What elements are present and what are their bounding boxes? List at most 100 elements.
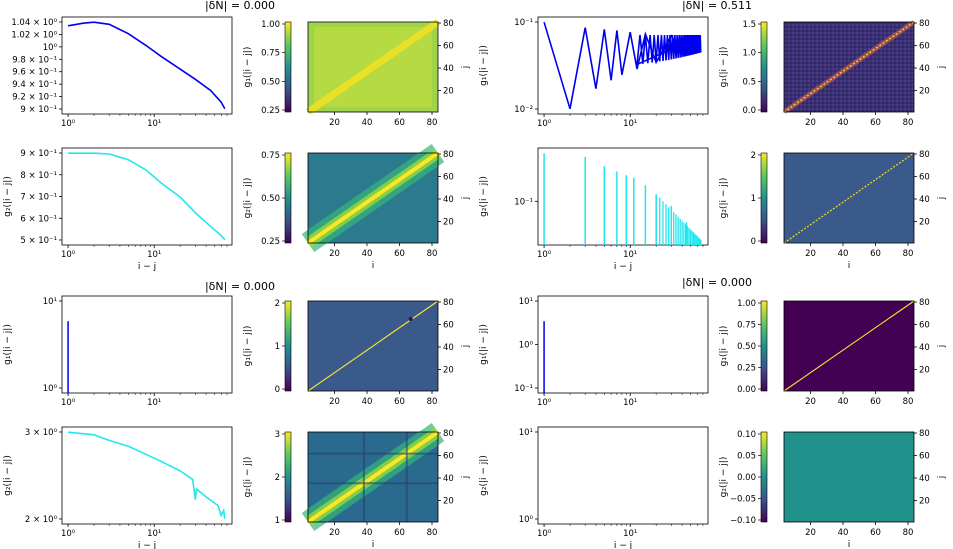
colorbar-label: g₂(|i − j|) — [243, 178, 253, 219]
heatmap-panel-1-0: 1.5 1.0 0.5 0.0 g₁(|i − j|) 20 40 60 80 80 60 40 20 j — [719, 19, 947, 128]
heatmap-diagonal — [783, 152, 915, 244]
y-tick-label: 8 × 10⁻¹ — [20, 171, 57, 181]
y-tick-label: 80 — [443, 429, 454, 439]
y-tick-label: 60 — [919, 452, 930, 462]
y-tick-label: 9.8 × 10⁻¹ — [12, 55, 57, 65]
x-axis-label: i — [848, 261, 851, 271]
x-tick-label: 20 — [805, 528, 816, 538]
x-tick-label: 80 — [427, 249, 438, 259]
y-axis-label: g₂(|i − j|) — [3, 455, 13, 496]
x-tick-label: 40 — [362, 397, 373, 407]
y-tick-label: 3 × 10⁰ — [25, 428, 58, 438]
y-tick-label: 40 — [919, 64, 930, 74]
x-tick-label: 40 — [838, 118, 849, 128]
line-panel-3-1: 10⁰ 10¹ 10¹ 10⁰ g₂(|i − j|) i − j — [479, 426, 709, 549]
heatmap-frame — [783, 431, 915, 523]
heatmap-frame — [783, 152, 915, 244]
y-tick-label: 60 — [443, 452, 454, 462]
colorbar-tick-label: 0.75 — [261, 151, 280, 161]
y-tick-label: 10⁻¹ — [514, 197, 533, 207]
colorbar-label: g₂(|i − j|) — [719, 178, 729, 219]
plot-frame — [61, 16, 233, 115]
x-tick-label: 40 — [362, 118, 373, 128]
colorbar-tick-label: 0.25 — [261, 237, 280, 247]
x-axis-label: i − j — [138, 262, 156, 272]
x-tick-label: 80 — [903, 397, 914, 407]
y-tick-label: 10¹ — [519, 428, 533, 438]
x-axis-label: i — [372, 261, 375, 271]
x-tick-label: 10¹ — [147, 119, 161, 129]
x-tick-label: 80 — [427, 528, 438, 538]
series-line — [543, 21, 702, 110]
colorbar-tick-label: 0.10 — [737, 430, 756, 440]
series-line — [67, 21, 226, 110]
colorbar-label: g₁(|i − j|) — [243, 47, 253, 88]
colorbar — [760, 431, 768, 523]
x-tick-label: 10¹ — [147, 250, 161, 260]
y-axis-label-right: j — [937, 345, 947, 349]
y-tick-label: 10⁰ — [519, 341, 534, 351]
y-tick-label: 20 — [919, 497, 930, 507]
heatmap-diagonal — [306, 151, 440, 245]
y-tick-label: 10⁻² — [514, 105, 533, 115]
colorbar-tick-label: 1 — [275, 516, 280, 526]
y-axis-label: g₁(|i − j|) — [479, 324, 489, 365]
colorbar-tick-label: −0.05 — [730, 495, 756, 505]
y-tick-label: 20 — [919, 87, 930, 97]
heatmap-diagonal — [307, 300, 439, 392]
colorbar-tick-label: 0.50 — [261, 77, 280, 87]
colorbar-tick-label: 0 — [275, 385, 280, 395]
heatmap-frame — [307, 431, 439, 523]
heatmap-diagonal — [306, 430, 440, 524]
y-tick-label: 10¹ — [519, 297, 533, 307]
x-axis-label: i — [848, 540, 851, 549]
y-tick-label: 60 — [919, 42, 930, 52]
y-tick-label: 9.6 × 10⁻¹ — [12, 68, 57, 78]
y-tick-label: 40 — [443, 343, 454, 353]
colorbar-label: g₂(|i − j|) — [243, 457, 253, 498]
y-tick-label: 20 — [443, 218, 454, 228]
x-tick-label: 10⁰ — [61, 250, 76, 260]
x-tick-label: 40 — [838, 528, 849, 538]
y-tick-label: 60 — [919, 173, 930, 183]
colorbar-tick-label: 1.0 — [742, 49, 756, 59]
colorbar-tick-label: 1.5 — [742, 20, 756, 30]
y-tick-label: 40 — [443, 195, 454, 205]
x-tick-label: 10¹ — [147, 529, 161, 539]
colorbar-tick-label: −0.10 — [730, 516, 756, 526]
y-tick-label: 10⁰ — [43, 384, 58, 394]
y-tick-label: 1.04 × 10⁰ — [11, 18, 57, 28]
plot-frame — [61, 147, 233, 246]
y-tick-label: 80 — [443, 19, 454, 29]
line-panel-2-0: 10⁰ 10¹ 10¹ 10⁰ g₁(|i − j|) — [3, 295, 233, 408]
y-axis-label-right: j — [461, 476, 471, 480]
y-tick-label: 20 — [443, 497, 454, 507]
heatmap-panel-2-1: 3 2 1 g₂(|i − j|) 20 40 60 80 80 60 40 20 j i — [243, 422, 471, 549]
colorbar-tick-label: 0.75 — [737, 321, 756, 331]
colorbar — [284, 152, 292, 244]
y-axis-label: g₁(|i − j|) — [3, 324, 13, 365]
x-tick-label: 10¹ — [623, 529, 637, 539]
y-axis-label: g₂(|i − j|) — [3, 176, 13, 217]
heatmap-frame — [783, 21, 915, 113]
x-tick-label: 60 — [870, 249, 881, 259]
x-tick-label: 10⁰ — [537, 398, 552, 408]
y-axis-label-right: j — [461, 66, 471, 70]
y-tick-label: 40 — [919, 195, 930, 205]
heatmap-frame — [307, 21, 439, 113]
colorbar-tick-label: 1.00 — [737, 299, 756, 309]
y-axis-label-right: j — [461, 197, 471, 201]
y-axis-label: g₁(|i − j|) — [479, 45, 489, 86]
line-panel-0-0: 10⁰ 10¹ 1.04 × 10⁰ 1.02 × 10⁰ 10⁰ 9.8 × 10⁻¹ 9… — [11, 16, 233, 129]
x-tick-label: 20 — [329, 528, 340, 538]
y-tick-label: 60 — [443, 321, 454, 331]
colorbar-tick-label: 3 — [275, 430, 280, 440]
colorbar — [760, 152, 768, 244]
y-tick-label: 10⁰ — [519, 515, 534, 525]
y-tick-label: 20 — [443, 366, 454, 376]
colorbar-tick-label: 0.0 — [742, 106, 756, 116]
y-tick-label: 9.2 × 10⁻¹ — [12, 93, 57, 103]
x-tick-label: 10¹ — [623, 119, 637, 129]
heatmap-diagonal — [783, 300, 915, 392]
x-tick-label: 40 — [838, 249, 849, 259]
